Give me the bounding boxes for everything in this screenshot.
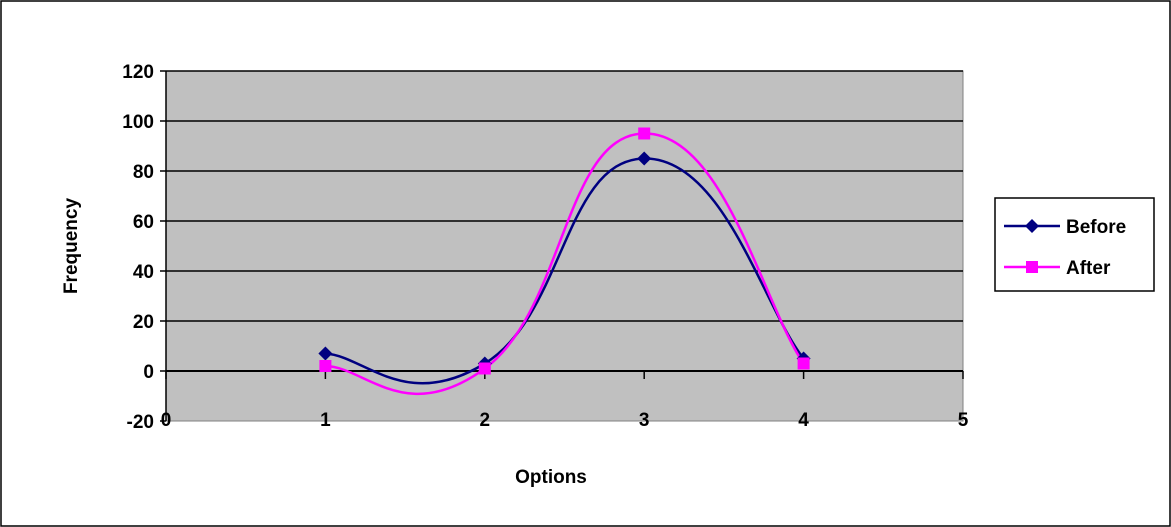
x-tick-label: 4 bbox=[798, 410, 809, 431]
legend-item-before: Before bbox=[1004, 217, 1126, 238]
y-tick-label: 80 bbox=[133, 162, 154, 183]
legend-marker-square bbox=[1026, 261, 1038, 273]
data-point-before bbox=[637, 151, 652, 166]
x-axis-title: Options bbox=[515, 467, 587, 488]
y-tick-label: 20 bbox=[133, 312, 154, 333]
y-axis-ticks: 120 100 80 60 40 20 0 -20 bbox=[122, 62, 166, 433]
legend-item-after: After bbox=[1004, 258, 1111, 279]
series-lines bbox=[325, 132, 805, 396]
series-line-before bbox=[325, 157, 805, 385]
x-tick-label: 0 bbox=[161, 410, 172, 431]
y-axis-title: Frequency bbox=[61, 198, 82, 295]
y-tick-label: 100 bbox=[122, 112, 154, 133]
data-point-before bbox=[318, 346, 333, 361]
x-tick-label: 5 bbox=[958, 410, 969, 431]
legend-label-before: Before bbox=[1066, 217, 1126, 238]
x-tick-label: 1 bbox=[320, 410, 331, 431]
legend-label-after: After bbox=[1066, 258, 1111, 279]
x-axis-ticks: 0 1 2 3 4 5 bbox=[161, 371, 969, 431]
series-line-after bbox=[325, 132, 805, 396]
x-tick-label: 2 bbox=[480, 410, 491, 431]
x-tick-label: 3 bbox=[639, 410, 650, 431]
legend: Before After bbox=[994, 197, 1155, 292]
series-markers bbox=[318, 127, 811, 375]
legend-box bbox=[994, 197, 1155, 292]
data-point-after bbox=[478, 362, 491, 375]
data-point-after bbox=[797, 357, 810, 370]
y-tick-label: -20 bbox=[127, 412, 154, 433]
y-tick-label: 120 bbox=[122, 62, 154, 83]
axes bbox=[165, 71, 963, 421]
y-tick-label: 40 bbox=[133, 262, 154, 283]
data-point-after bbox=[638, 127, 651, 140]
y-tick-label: 0 bbox=[143, 362, 154, 383]
y-tick-label: 60 bbox=[133, 212, 154, 233]
legend-marker-diamond bbox=[1025, 219, 1039, 233]
data-point-after bbox=[319, 360, 332, 372]
